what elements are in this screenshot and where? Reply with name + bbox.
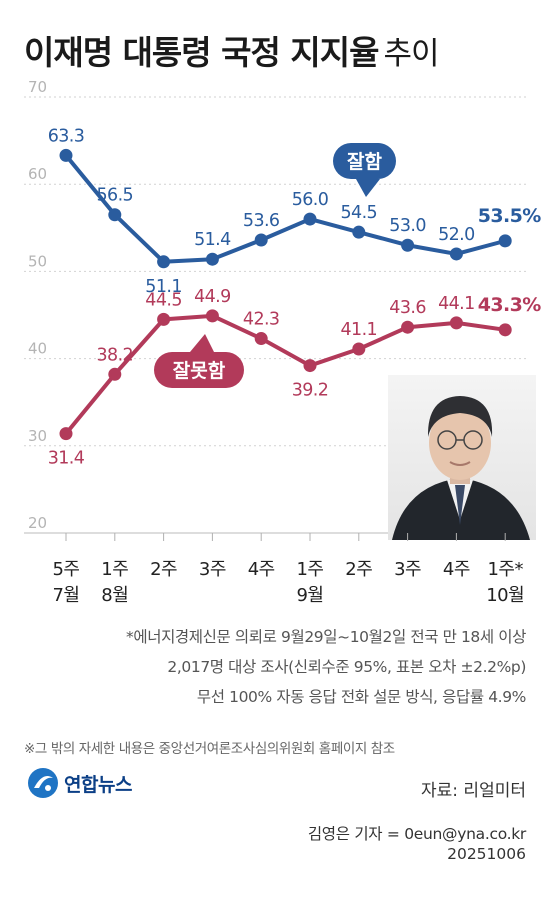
point-잘못함-4 bbox=[254, 332, 268, 346]
title-main: 이재명 대통령 국정 지지율 bbox=[24, 33, 379, 72]
point-잘못함-2 bbox=[157, 312, 171, 326]
president-portrait bbox=[388, 375, 536, 540]
yonhap-logo: 연합뉴스 bbox=[26, 766, 132, 800]
x-tick-label-4-0: 4주 bbox=[248, 559, 275, 580]
series-line-잘못함 bbox=[64, 313, 508, 436]
point-잘함-3 bbox=[205, 252, 219, 266]
x-tick-label-9-0: 1주* bbox=[487, 559, 523, 580]
point-잘함-9 bbox=[498, 234, 512, 248]
reporter-credit: 김영은 기자 = 0eun@yna.co.kr bbox=[307, 825, 526, 843]
x-tick-label-5-0: 1주 bbox=[296, 559, 323, 580]
title-sub: 추이 bbox=[383, 36, 440, 72]
y-tick-70: 70 bbox=[28, 80, 47, 96]
survey-note-line2: 2,017명 대상 조사(신뢰수준 95%, 표본 오차 ±2.2%p) bbox=[167, 658, 526, 676]
point-잘함-0 bbox=[59, 148, 73, 162]
x-tick-label-0-0: 5주 bbox=[52, 559, 79, 580]
x-tick-label-6-0: 2주 bbox=[345, 559, 372, 580]
legend-bubble-tail-잘함 bbox=[356, 179, 380, 197]
x-tick-label-1-0: 1주 bbox=[101, 559, 128, 580]
x-tick-label-3-0: 3주 bbox=[199, 559, 226, 580]
value-label-잘함-7: 53.0 bbox=[389, 216, 426, 236]
point-잘못함-3 bbox=[205, 309, 219, 323]
point-잘함-5 bbox=[303, 212, 317, 226]
y-tick-60: 60 bbox=[28, 165, 47, 183]
publish-date: 20251006 bbox=[447, 845, 526, 863]
value-label-잘못함-9: 43.3% bbox=[478, 294, 541, 316]
value-label-잘못함-2: 44.5 bbox=[145, 290, 182, 310]
point-잘함-8 bbox=[449, 247, 463, 261]
point-잘함-4 bbox=[254, 233, 268, 247]
legend-bubble-잘못함: 잘못함 bbox=[154, 334, 244, 388]
x-tick-label-5-1: 9월 bbox=[296, 585, 323, 606]
legend-label-잘못함: 잘못함 bbox=[173, 360, 226, 382]
chart-title: 이재명 대통령 국정 지지율 추이 bbox=[24, 26, 440, 74]
value-label-잘함-6: 54.5 bbox=[341, 203, 378, 223]
legend-bubble-bg-잘못함 bbox=[154, 352, 244, 388]
value-label-잘함-4: 53.6 bbox=[243, 211, 280, 231]
point-잘못함-5 bbox=[303, 359, 317, 373]
survey-note-line1: *에너지경제신문 의뢰로 9월29일~10월2일 전국 만 18세 이상 bbox=[126, 628, 526, 646]
x-tick-label-2-0: 2주 bbox=[150, 559, 177, 580]
legend-bubble-잘함: 잘함 bbox=[333, 143, 396, 197]
point-잘못함-1 bbox=[108, 367, 122, 381]
point-잘함-7 bbox=[401, 238, 415, 252]
x-tick-label-0-1: 7월 bbox=[52, 585, 79, 606]
x-tick-label-7-0: 3주 bbox=[394, 559, 421, 580]
series-line-잘함 bbox=[64, 153, 508, 264]
x-tick-label-1-1: 8월 bbox=[101, 585, 128, 606]
x-tick-label-9-1: 10월 bbox=[486, 585, 524, 606]
point-잘못함-6 bbox=[352, 342, 366, 356]
value-label-잘함-1: 56.5 bbox=[97, 186, 134, 206]
value-label-잘못함-5: 39.2 bbox=[292, 381, 329, 401]
value-label-잘함-2: 51.1 bbox=[145, 277, 182, 297]
value-label-잘함-8: 52.0 bbox=[438, 225, 475, 245]
point-잘함-6 bbox=[352, 225, 366, 239]
yonhap-logo-icon bbox=[28, 768, 58, 798]
value-label-잘못함-0: 31.4 bbox=[48, 449, 85, 469]
point-잘못함-0 bbox=[59, 427, 73, 441]
logo-text: 연합뉴스 bbox=[64, 773, 132, 796]
value-label-잘못함-4: 42.3 bbox=[243, 310, 280, 330]
y-tick-40: 40 bbox=[28, 340, 47, 358]
y-tick-20: 20 bbox=[28, 514, 47, 532]
y-tick-30: 30 bbox=[28, 427, 47, 445]
point-잘함-2 bbox=[157, 255, 171, 269]
value-label-잘못함-7: 43.6 bbox=[389, 298, 426, 318]
value-label-잘못함-8: 44.1 bbox=[438, 294, 475, 314]
survey-note-line3: 무선 100% 자동 응답 전화 설문 방식, 응답률 4.9% bbox=[196, 688, 527, 706]
legend-bubble-tail-잘못함 bbox=[190, 334, 214, 352]
value-label-잘함-9: 53.5% bbox=[478, 205, 541, 227]
point-잘함-1 bbox=[108, 208, 122, 222]
value-label-잘못함-1: 38.2 bbox=[97, 345, 134, 365]
value-label-잘못함-3: 44.9 bbox=[194, 287, 231, 307]
value-label-잘함-3: 51.4 bbox=[194, 230, 231, 250]
point-잘못함-9 bbox=[498, 323, 512, 337]
value-label-잘함-0: 63.3 bbox=[48, 126, 85, 146]
y-tick-50: 50 bbox=[28, 252, 47, 270]
point-잘못함-8 bbox=[449, 316, 463, 330]
value-label-잘못함-6: 41.1 bbox=[341, 320, 378, 340]
legend-bubble-bg-잘함 bbox=[333, 143, 396, 179]
reference-note: ※그 밖의 자세한 내용은 중앙선거여론조사심의위원회 홈페이지 참조 bbox=[24, 741, 395, 757]
x-tick-label-8-0: 4주 bbox=[443, 559, 470, 580]
value-label-잘함-5: 56.0 bbox=[292, 190, 329, 210]
series-잘못함: 31.4 38.2 44.5 44.9 42.3 39.2 41.1 43.6 44.1 43.3… bbox=[48, 287, 542, 469]
point-잘못함-7 bbox=[401, 320, 415, 334]
legend-label-잘함: 잘함 bbox=[347, 151, 382, 173]
source-label: 자료: 리얼미터 bbox=[421, 781, 526, 801]
series-잘함: 63.3 56.5 51.1 51.4 53.6 56.0 54.5 53.0 52.053.5… bbox=[48, 126, 542, 296]
